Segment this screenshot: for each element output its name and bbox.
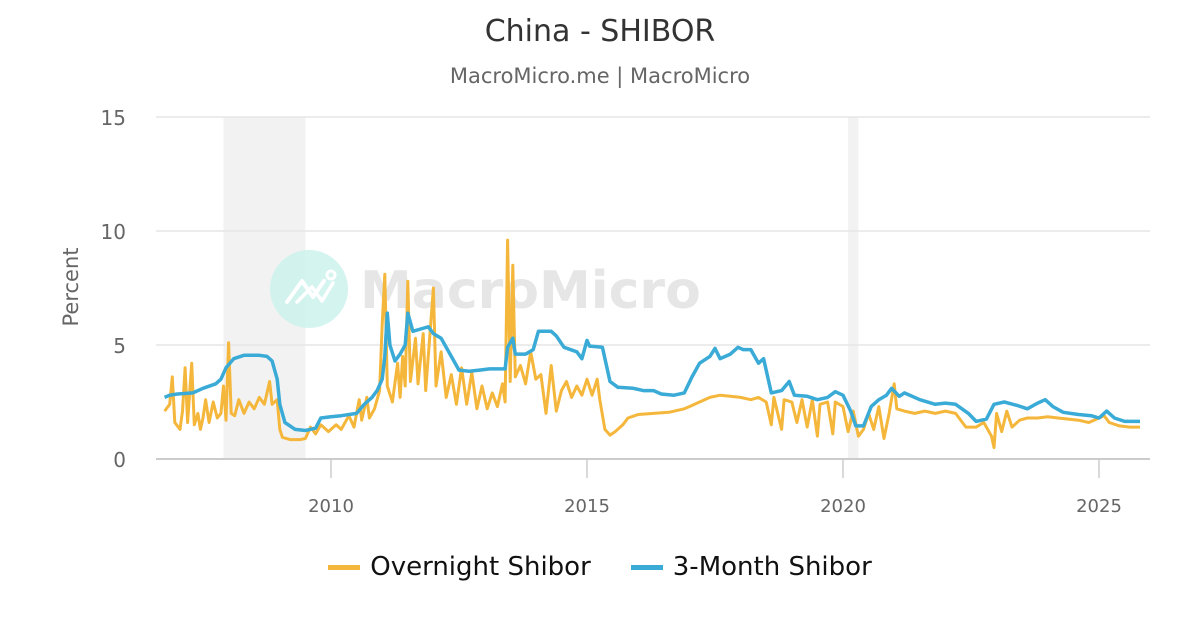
- legend: Overnight Shibor 3-Month Shibor: [0, 552, 1200, 582]
- legend-swatch-3month: [630, 564, 663, 570]
- y-axis-label: Percent: [59, 247, 83, 326]
- chart-title: China - SHIBOR: [484, 14, 716, 49]
- series-lines: [163, 238, 1140, 450]
- legend-label-3month: 3-Month Shibor: [672, 552, 872, 582]
- x-tick-label: 2010: [308, 496, 354, 517]
- y-tick-label: 5: [113, 334, 126, 358]
- legend-swatch-overnight: [328, 564, 361, 570]
- x-tick-label: 2015: [564, 496, 610, 517]
- x-tick-label: 2020: [820, 496, 866, 517]
- recession-band: [848, 117, 859, 459]
- y-tick-label: 15: [101, 106, 126, 130]
- y-tick-label: 0: [113, 448, 126, 472]
- legend-item-overnight[interactable]: Overnight Shibor: [328, 552, 591, 582]
- x-axis: 2010 2015 2020 2025: [308, 459, 1122, 517]
- y-grid-lines: [156, 116, 1150, 460]
- y-axis-ticks: 0 5 10 15: [101, 106, 126, 472]
- y-tick-label: 10: [101, 220, 126, 244]
- legend-label-overnight: Overnight Shibor: [370, 552, 591, 582]
- legend-item-3month[interactable]: 3-Month Shibor: [630, 552, 872, 582]
- 3-month-shibor-line[interactable]: [163, 311, 1140, 433]
- watermark-text: MacroMicro: [360, 261, 701, 321]
- watermark: MacroMicro: [270, 250, 701, 328]
- x-tick-label: 2025: [1076, 496, 1122, 517]
- chart-subtitle: MacroMicro.me | MacroMicro: [449, 64, 751, 88]
